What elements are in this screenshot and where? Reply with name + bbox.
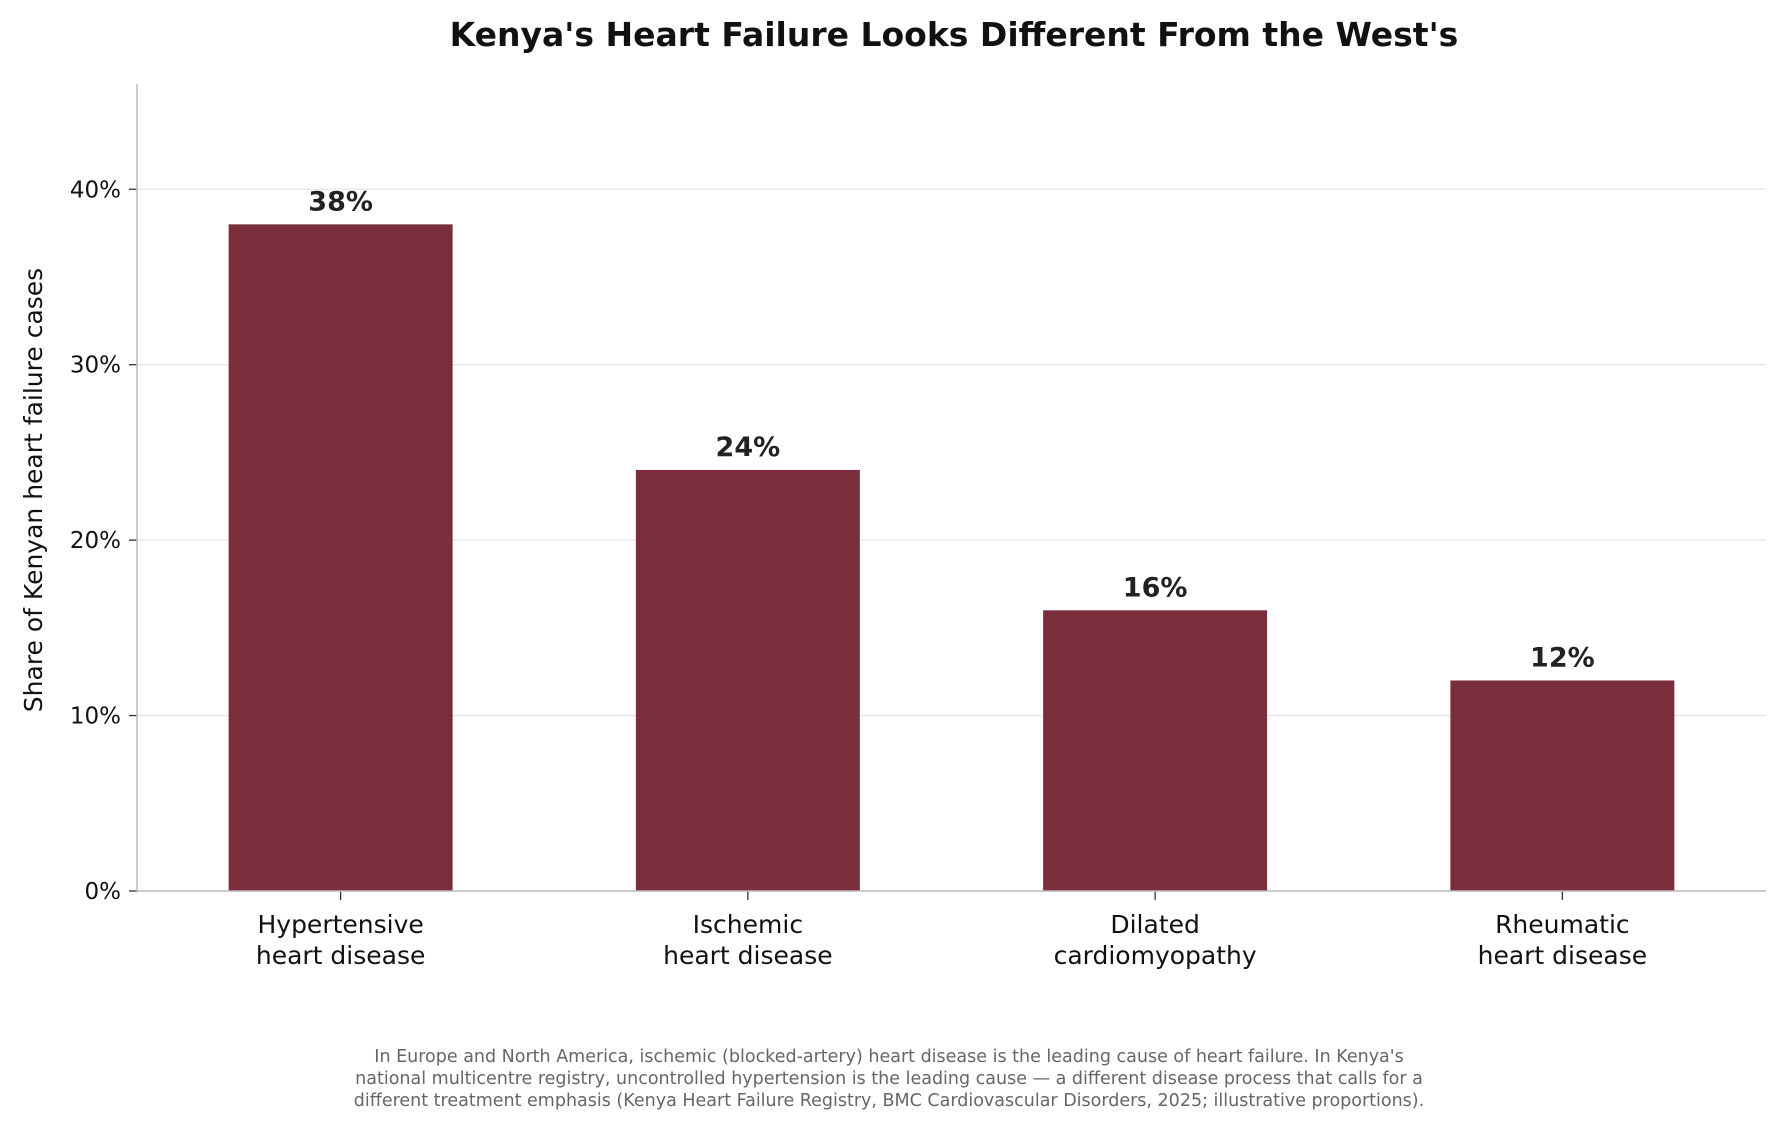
bar — [635, 469, 860, 891]
footnote-line: In Europe and North America, ischemic (b… — [374, 1047, 1404, 1067]
data-label: 12% — [1530, 642, 1595, 673]
data-label: 24% — [716, 432, 781, 463]
data-label: 16% — [1123, 572, 1188, 603]
x-tick-label: heart disease — [663, 941, 833, 970]
footnote: In Europe and North America, ischemic (b… — [189, 1046, 1589, 1112]
x-tick-label: Dilated — [1110, 910, 1200, 939]
axes — [129, 84, 1766, 900]
bar — [228, 224, 453, 891]
footnote-line: national multicentre registry, uncontrol… — [355, 1069, 1423, 1089]
footnote-line: different treatment emphasis (Kenya Hear… — [353, 1091, 1425, 1111]
x-tick-label: Ischemic — [693, 910, 803, 939]
chart-title: Kenya's Heart Failure Looks Different Fr… — [450, 15, 1459, 54]
y-tick-label: 0% — [85, 879, 122, 905]
y-tick-label: 10% — [70, 704, 121, 730]
bar — [1043, 610, 1268, 891]
x-tick-label: Rheumatic — [1495, 910, 1630, 939]
y-tick-label: 30% — [70, 353, 121, 379]
x-tick-label: heart disease — [256, 941, 426, 970]
bar — [1450, 680, 1675, 891]
x-tick-label: cardiomyopathy — [1054, 941, 1257, 970]
y-axis-label: Share of Kenyan heart failure cases — [19, 268, 48, 712]
bars — [228, 224, 1675, 891]
data-label: 38% — [308, 186, 373, 217]
x-tick-label: heart disease — [1478, 941, 1648, 970]
y-tick-label: 20% — [70, 528, 121, 554]
y-tick-label: 40% — [70, 177, 121, 203]
x-tick-label: Hypertensive — [257, 910, 423, 939]
